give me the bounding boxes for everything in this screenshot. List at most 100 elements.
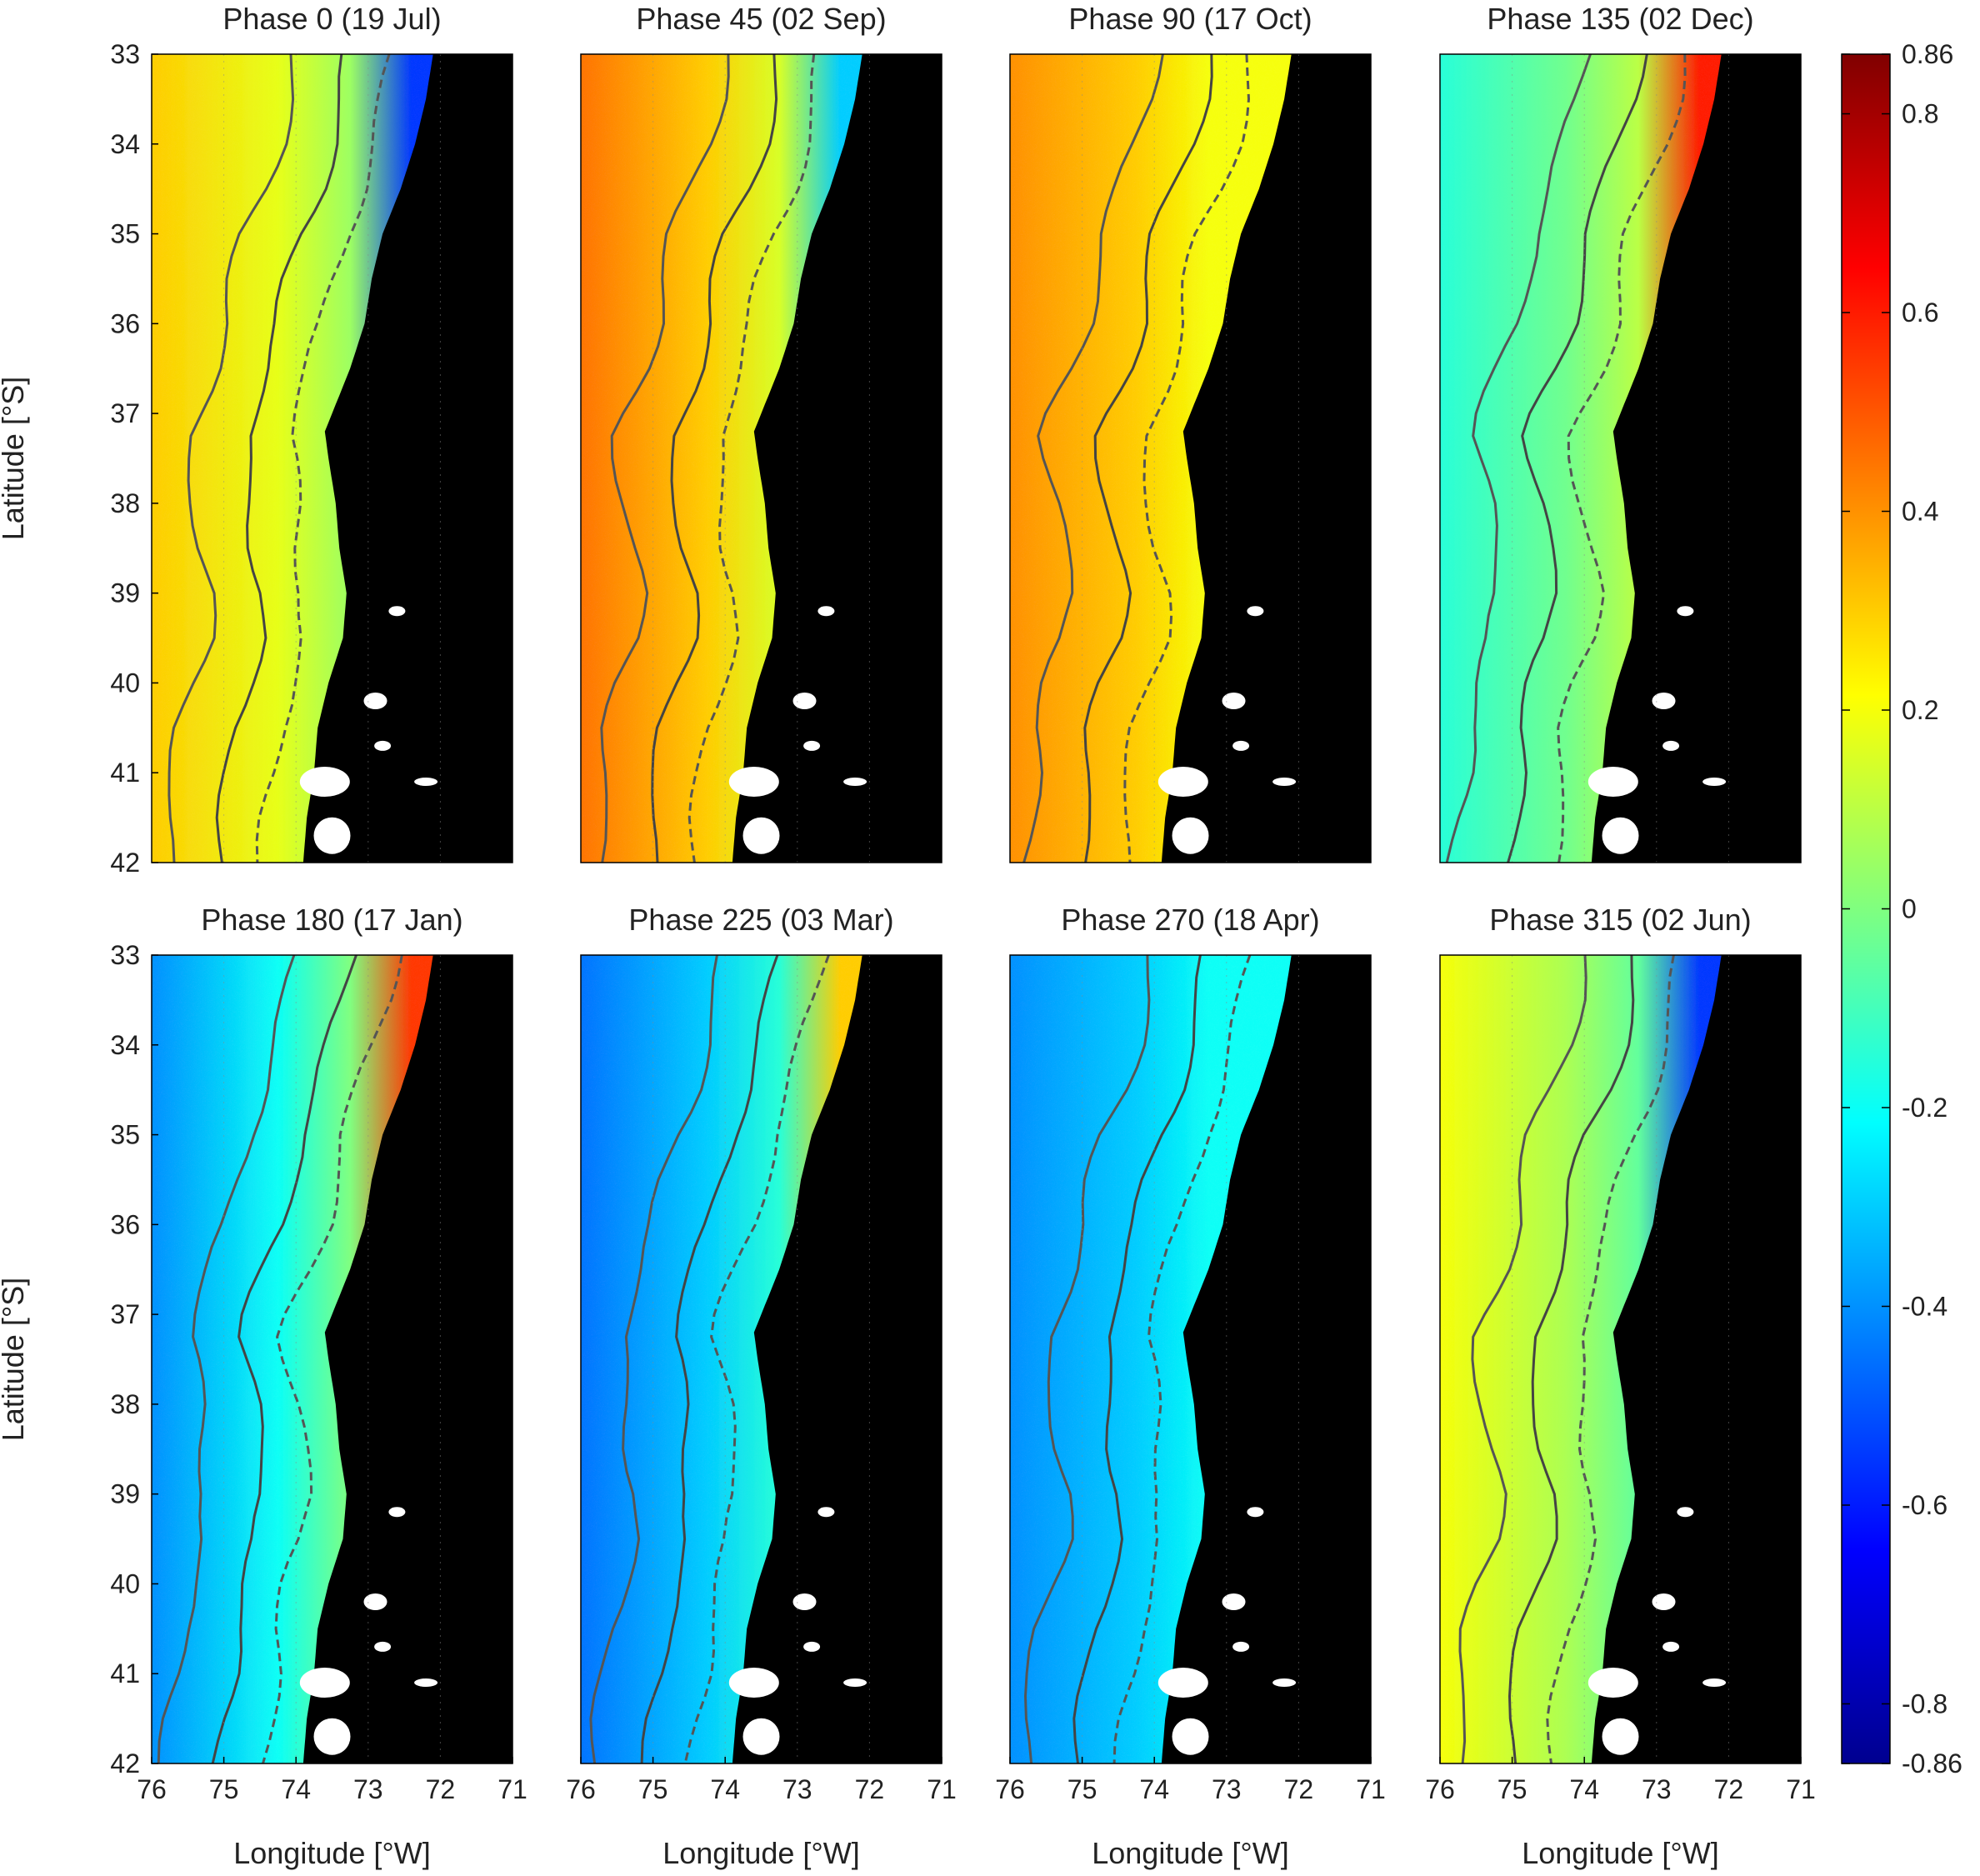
- lake-shape: [728, 767, 779, 797]
- lake-shape: [1172, 817, 1209, 854]
- panel-180: Phase 180 (17 Jan) 33 34 35 36 37 38 39 40 41 42 La…: [0, 903, 528, 1870]
- lake-shape: [1222, 1593, 1246, 1610]
- lake-shape: [1662, 1641, 1680, 1652]
- x-axis-label: Longitude [°W]: [1522, 1836, 1719, 1870]
- colorbar-tick-label: -0.4: [1902, 1291, 1948, 1321]
- colorbar-tick-label: 0.6: [1902, 298, 1938, 328]
- panel-frame: [580, 954, 942, 1764]
- x-tick-label: 74: [1139, 1774, 1169, 1804]
- lake-shape: [742, 1718, 780, 1755]
- lake-shape: [313, 817, 351, 854]
- lake-shape: [1272, 778, 1297, 786]
- contour-line: [1123, 54, 1251, 863]
- y-tick-label: 40: [110, 1568, 140, 1598]
- contour-line: [1508, 955, 1635, 1763]
- x-tick-label: 74: [1569, 1774, 1599, 1804]
- y-tick-label: 39: [110, 578, 140, 608]
- x-tick-label: 75: [638, 1774, 668, 1804]
- panel-title: Phase 135 (02 Dec): [1487, 2, 1753, 36]
- land-mask: [1161, 54, 1371, 863]
- lake-shape: [363, 693, 388, 709]
- lake-shape: [1158, 767, 1208, 797]
- land-mask: [302, 955, 512, 1763]
- lake-shape: [388, 606, 406, 617]
- panel-title: Phase 270 (18 Apr): [1061, 903, 1319, 937]
- land-mask: [1591, 54, 1801, 863]
- panel-frame: [1009, 53, 1372, 863]
- y-tick-label: 42: [110, 848, 140, 878]
- x-tick-label: 75: [1068, 1774, 1098, 1804]
- panel-title: Phase 180 (17 Jan): [201, 903, 462, 937]
- x-tick-label: 72: [426, 1774, 456, 1804]
- y-tick-label: 35: [110, 219, 140, 249]
- lake-shape: [1677, 1507, 1694, 1518]
- y-tick-label: 36: [110, 1209, 140, 1239]
- lake-shape: [818, 606, 835, 617]
- contour-line: [1458, 955, 1588, 1763]
- x-tick-label: 71: [1356, 1774, 1386, 1804]
- contour-line: [1022, 54, 1164, 863]
- x-axis-label: Longitude [°W]: [662, 1836, 860, 1870]
- lake-shape: [1588, 767, 1638, 797]
- panel-0: Phase 0 (19 Jul) 33 34 35 36 37 38 39 40 41 42 Lati…: [0, 2, 513, 878]
- contour-line: [211, 955, 358, 1763]
- lake-shape: [843, 1678, 868, 1687]
- panel-135: Phase 135 (02 Dec): [1439, 2, 1802, 863]
- y-tick-label: 41: [110, 1658, 140, 1688]
- lake-shape: [803, 740, 821, 751]
- contour-line: [262, 955, 403, 1763]
- colorbar-tick-label: -0.6: [1902, 1490, 1948, 1520]
- contour-line: [255, 54, 391, 863]
- lake-shape: [1247, 1507, 1264, 1518]
- panel-frame: [580, 53, 942, 863]
- land-mask: [302, 54, 512, 863]
- contour-line: [157, 955, 296, 1763]
- contour-line: [640, 955, 779, 1763]
- lake-shape: [1652, 1593, 1676, 1610]
- lake-shape: [414, 1678, 438, 1687]
- lake-shape: [1247, 606, 1264, 617]
- y-tick-label: 41: [110, 758, 140, 788]
- lake-shape: [1172, 1718, 1209, 1755]
- colorbar-tick-label: 0.2: [1902, 695, 1938, 725]
- land-mask: [732, 955, 942, 1763]
- colorbar-tick-label: -0.86: [1902, 1748, 1962, 1778]
- panel-270: Phase 270 (18 Apr) 76 75 74 73 72 71 Longitude …: [995, 903, 1386, 1870]
- x-tick-label: 76: [566, 1774, 596, 1804]
- x-tick-label: 71: [498, 1774, 528, 1804]
- colorbar-tick-label: -0.8: [1902, 1688, 1948, 1718]
- lake-shape: [1222, 693, 1246, 709]
- panel-90: Phase 90 (17 Oct): [1009, 2, 1372, 863]
- y-tick-label: 34: [110, 129, 140, 159]
- lake-shape: [1602, 1718, 1639, 1755]
- lake-shape: [374, 1641, 392, 1652]
- land-mask: [1591, 955, 1801, 1763]
- lake-shape: [1158, 1668, 1208, 1698]
- lake-shape: [818, 1507, 835, 1518]
- lake-shape: [388, 1507, 406, 1518]
- x-tick-label: 72: [1284, 1774, 1314, 1804]
- lake-shape: [1662, 740, 1680, 751]
- panel-225: Phase 225 (03 Mar) 76 75 74 73 72 71 Longitude …: [566, 903, 957, 1870]
- panel-frame: [151, 53, 513, 863]
- panels-group: Phase 0 (19 Jul) 33 34 35 36 37 38 39 40 41 42 Lati…: [0, 2, 1816, 1870]
- contour-line: [1445, 54, 1592, 863]
- y-tick-label: 34: [110, 1030, 140, 1060]
- contour-line: [651, 54, 778, 863]
- colorbar-tick-label: 0.4: [1902, 497, 1938, 527]
- panel-title: Phase 0 (19 Jul): [222, 2, 441, 36]
- contour-line: [683, 955, 830, 1763]
- x-tick-label: 73: [1212, 1774, 1242, 1804]
- y-axis-label: Latitude [°S]: [0, 1278, 30, 1442]
- lake-shape: [742, 817, 780, 854]
- colorbar-tick-label: 0: [1902, 894, 1917, 924]
- lake-shape: [728, 1668, 779, 1698]
- lake-shape: [1602, 817, 1639, 854]
- panel-title: Phase 45 (02 Sep): [636, 2, 886, 36]
- land-mask: [732, 54, 942, 863]
- lake-shape: [363, 1593, 388, 1610]
- y-tick-label: 40: [110, 668, 140, 698]
- lake-shape: [414, 778, 438, 786]
- x-tick-label: 72: [855, 1774, 885, 1804]
- y-tick-label: 39: [110, 1479, 140, 1509]
